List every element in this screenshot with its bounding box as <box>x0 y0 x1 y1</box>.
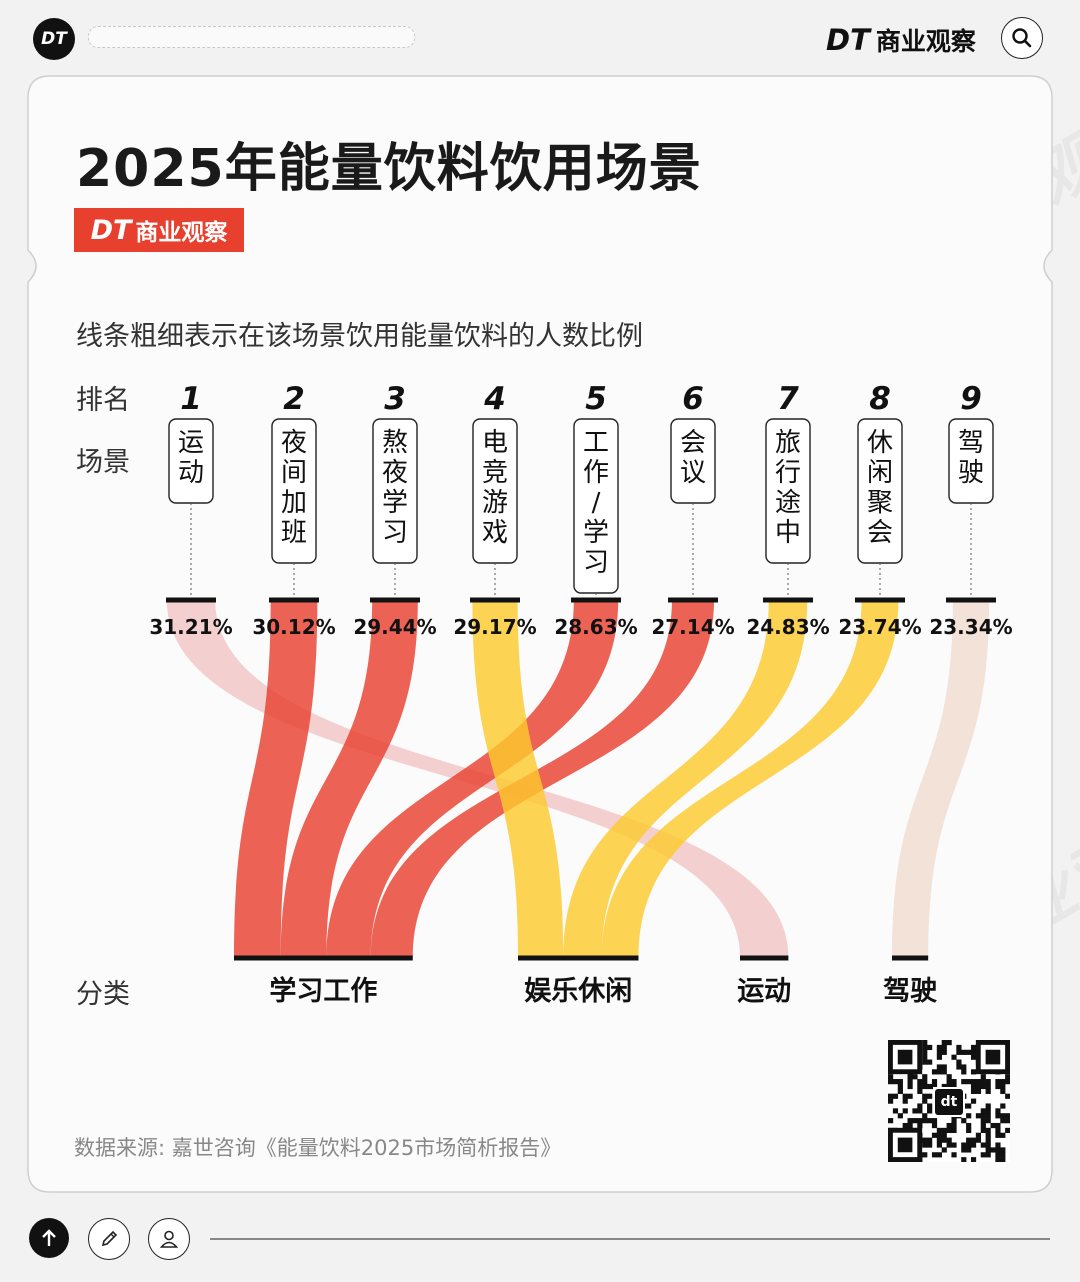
value-label: 29.17% <box>453 615 536 639</box>
value-label: 30.12% <box>252 615 335 639</box>
qr-center-label: dt <box>935 1089 963 1115</box>
rank-row-label: 排名 <box>76 385 130 416</box>
bottom-toolbar <box>0 1200 1080 1282</box>
rank-label: 4 <box>483 381 506 417</box>
value-label: 24.83% <box>746 615 829 639</box>
category-row-label: 分类 <box>76 979 130 1010</box>
ribbon-夜间加班 <box>234 600 318 957</box>
ribbon-熬夜学习 <box>280 600 418 957</box>
bottom-divider <box>210 1238 1050 1240</box>
badge-name: 商业观察 <box>135 220 228 246</box>
chart-title: 2025年能量饮料饮用场景 <box>76 139 702 199</box>
profile-button[interactable] <box>148 1218 190 1260</box>
badge-dt: DT <box>90 214 132 246</box>
scene-label: 会议 <box>680 428 706 488</box>
scene-label: 旅行途中 <box>775 428 801 548</box>
rank-label: 1 <box>180 381 202 417</box>
rank-label: 3 <box>384 381 406 417</box>
brand-text: 商业观察 <box>875 27 976 56</box>
value-label: 29.44% <box>353 615 436 639</box>
rank-label: 7 <box>777 381 799 417</box>
search-button[interactable] <box>1001 17 1043 59</box>
ribbon-休闲聚会 <box>601 600 899 957</box>
dt-logo[interactable]: DT <box>33 18 75 60</box>
rank-label: 8 <box>869 381 891 417</box>
category-label: 驾驶 <box>883 976 937 1007</box>
value-label: 28.63% <box>554 615 637 639</box>
value-label: 23.74% <box>838 615 921 639</box>
edit-button[interactable] <box>88 1218 130 1260</box>
rank-label: 6 <box>682 381 704 417</box>
scene-row-label: 场景 <box>76 447 130 478</box>
rank-label: 9 <box>960 381 982 417</box>
category-label: 运动 <box>737 976 791 1007</box>
scene-label: 驾驶 <box>958 428 984 488</box>
arrow-up-icon <box>42 1229 56 1246</box>
user-icon <box>159 1230 179 1248</box>
ribbon-驾驶 <box>892 600 990 957</box>
search-icon <box>1012 28 1032 48</box>
scroll-top-button[interactable] <box>29 1218 69 1258</box>
brand-dt: DT <box>826 23 870 57</box>
scene-label: 运动 <box>178 428 204 488</box>
scene-label: 电竞游戏 <box>482 428 508 548</box>
ribbon-工作/学习 <box>326 600 619 957</box>
value-label: 23.34% <box>929 615 1012 639</box>
category-label: 娱乐休闲 <box>524 976 632 1007</box>
scene-label: 工作/学习 <box>583 428 609 578</box>
rank-label: 2 <box>283 381 305 417</box>
qr-code[interactable] <box>888 1040 1010 1162</box>
ribbons <box>166 600 990 957</box>
chart-subtitle: 线条粗细表示在该场景饮用能量饮料的人数比例 <box>76 321 643 352</box>
rank-label: 5 <box>585 381 607 417</box>
value-label: 27.14% <box>651 615 734 639</box>
scene-label: 夜间加班 <box>281 428 307 548</box>
ribbon-电竞游戏 <box>472 600 564 957</box>
search-field[interactable] <box>88 26 415 48</box>
category-label: 学习工作 <box>269 975 377 1007</box>
scene-label: 熬夜学习 <box>382 428 408 548</box>
scene-label: 休闲聚会 <box>867 428 893 548</box>
brand-badge: DT 商业观察 <box>74 208 244 252</box>
ribbon-旅行途中 <box>563 600 808 957</box>
value-label: 31.21% <box>149 615 232 639</box>
brand-name: DT 商业观察 <box>826 22 976 58</box>
pencil-icon <box>101 1230 118 1247</box>
top-bar: DT DT 商业观察 <box>0 0 1080 76</box>
ribbon-会议 <box>370 600 715 957</box>
data-source: 数据来源: 嘉世咨询《能量饮料2025市场简析报告》 <box>74 1136 562 1160</box>
